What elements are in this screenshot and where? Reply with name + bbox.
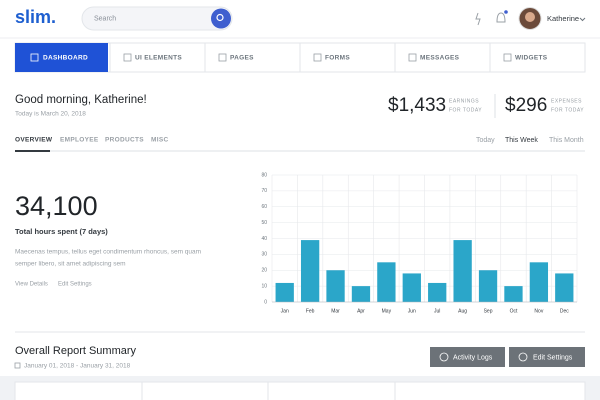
y-tick-label: 40 — [261, 236, 267, 242]
x-tick-label: Mar — [331, 308, 340, 314]
bar — [428, 282, 447, 302]
tab[interactable]: EMPLOYEE — [60, 137, 99, 144]
nav-item[interactable]: MESSAGES — [420, 55, 460, 62]
nav-item[interactable]: FORMS — [325, 55, 350, 62]
summary-label: Total hours spent (7 days) — [15, 227, 108, 236]
x-tick-label: Nov — [534, 308, 543, 314]
x-tick-label: Feb — [306, 308, 315, 314]
report-range: January 01, 2018 - January 31, 2018 — [24, 363, 131, 370]
bar — [351, 286, 371, 302]
nav-icon — [313, 53, 322, 62]
y-tick-label: 10 — [261, 283, 267, 289]
avatar-face — [525, 12, 535, 22]
nav-icon — [218, 53, 227, 62]
y-tick-label: 70 — [261, 188, 267, 194]
stat-label: FOR TODAY — [449, 107, 482, 113]
stat-value: $1,433 — [388, 95, 446, 116]
y-tick-label: 20 — [261, 268, 267, 274]
button-icon — [518, 352, 528, 362]
bar — [504, 286, 523, 302]
bar — [275, 282, 294, 302]
period[interactable]: This Month — [549, 137, 584, 144]
stat-label: FOR TODAY — [551, 107, 584, 113]
bar — [402, 273, 421, 302]
bar — [453, 240, 472, 302]
x-tick-label: Jun — [408, 308, 416, 314]
x-tick-label: Oct — [510, 308, 518, 314]
button-icon — [439, 352, 449, 362]
search-icon — [216, 13, 224, 22]
period[interactable]: This Week — [505, 137, 538, 144]
bar — [300, 240, 320, 302]
user-name[interactable]: Katherine — [547, 14, 579, 23]
x-tick-label: Aug — [458, 308, 467, 314]
nav-icon — [30, 53, 39, 62]
link[interactable]: View Details — [15, 282, 48, 288]
button[interactable] — [430, 347, 505, 367]
bar — [377, 262, 396, 302]
cards — [14, 381, 586, 400]
x-tick-label: Sep — [484, 308, 493, 314]
button-label: Activity Logs — [453, 354, 493, 361]
y-tick-label: 50 — [261, 220, 267, 226]
calendar-icon — [14, 362, 21, 369]
nav-icon — [123, 53, 132, 62]
nav-active — [15, 43, 108, 72]
tab[interactable]: OVERVIEW — [15, 137, 53, 144]
bar — [529, 262, 549, 302]
link[interactable]: Edit Settings — [58, 282, 92, 288]
search-box[interactable] — [81, 6, 233, 31]
report-title: Overall Report Summary — [15, 345, 137, 357]
search-placeholder: Search — [94, 15, 116, 22]
y-tick-label: 80 — [261, 172, 267, 178]
x-tick-label: Jul — [434, 308, 440, 314]
period[interactable]: Today — [476, 137, 495, 144]
nav-item[interactable]: DASHBOARD — [43, 55, 88, 62]
logo[interactable]: slim. — [15, 7, 56, 27]
nav-icon — [503, 53, 512, 62]
bar — [478, 270, 498, 302]
greeting-date: Today is March 20, 2018 — [15, 111, 86, 118]
nav-item[interactable]: UI ELEMENTS — [135, 55, 182, 62]
button-label: Edit Settings — [533, 354, 573, 361]
y-tick-label: 0 — [264, 299, 267, 305]
x-tick-label: Dec — [560, 308, 569, 314]
nav-icon — [408, 53, 417, 62]
stat-value: $296 — [505, 95, 547, 116]
tab[interactable]: MISC — [151, 137, 168, 144]
search-button[interactable] — [211, 8, 231, 29]
tab[interactable]: PRODUCTS — [105, 137, 144, 144]
nav-item[interactable]: WIDGETS — [515, 55, 548, 62]
notification-dot — [504, 10, 508, 14]
nav-item[interactable]: PAGES — [230, 55, 254, 62]
x-tick-label: Apr — [357, 308, 365, 314]
y-tick-label: 30 — [261, 252, 267, 258]
bar — [326, 270, 345, 302]
summary-value: 34,100 — [15, 191, 98, 221]
x-tick-label: May — [382, 308, 392, 314]
y-tick-label: 60 — [261, 204, 267, 210]
stat-label: EXPENSES — [551, 98, 582, 104]
user-caret — [579, 17, 586, 22]
summary-text: semper libero, sit amet adipiscing sem — [15, 261, 126, 268]
greeting-title: Good morning, Katherine! — [15, 94, 147, 106]
bell-icon[interactable] — [496, 12, 506, 23]
flash-icon[interactable] — [475, 12, 481, 26]
x-tick-label: Jan — [281, 308, 289, 314]
summary-text: Maecenas tempus, tellus eget condimentum… — [15, 249, 201, 256]
stat-label: EARNINGS — [449, 98, 479, 104]
button[interactable] — [509, 347, 585, 367]
bar — [555, 273, 574, 302]
